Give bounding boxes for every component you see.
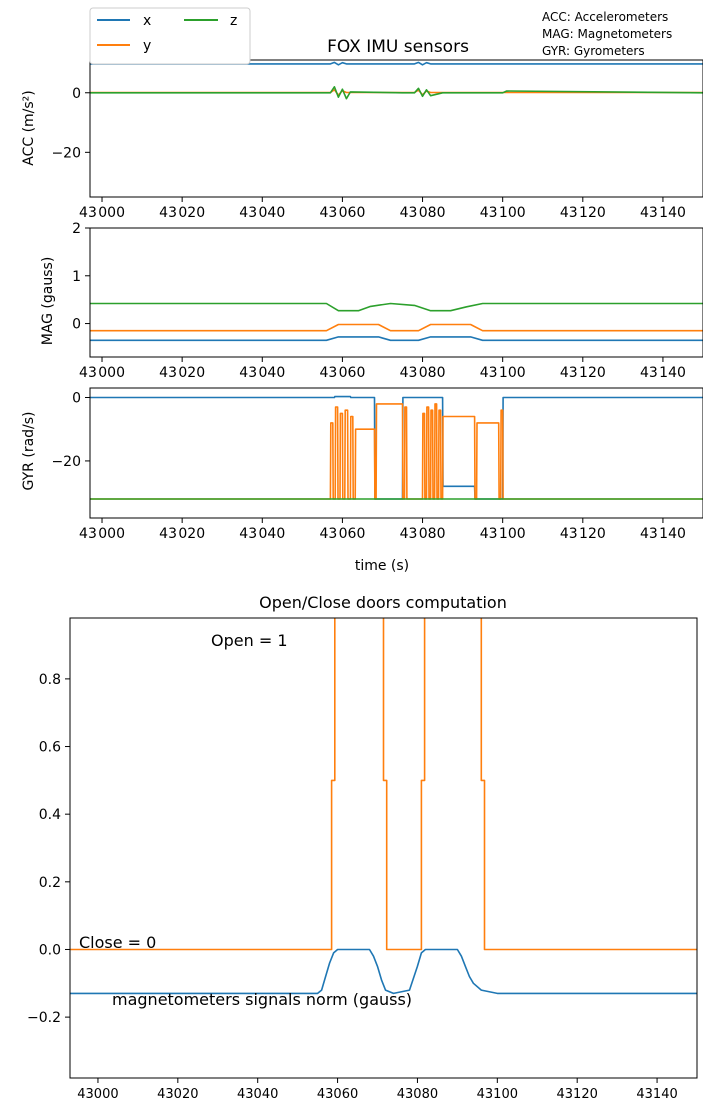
annotation-open: Open = 1 [211,631,288,650]
legend: x y z [89,7,251,65]
doors-xtick-label: 43040 [237,1087,278,1102]
legend-label-y: y [143,38,151,54]
gyr-xtick-label: 43 060 [319,526,365,542]
doors-xtick-label: 43000 [77,1087,118,1102]
mag-xtick-label: 43 060 [319,365,365,381]
acc-series-x [90,61,703,66]
gyr-series-y [90,403,703,500]
gyr-xtick-label: 43 080 [400,526,446,542]
mag-panel: 43 000 43 020 43 040 43 060 43 080 43 100 43 1… [72,221,703,381]
mag-xtick-label: 43 120 [560,365,606,381]
acc-xtick-label: 43 080 [400,205,446,221]
note-line-acc: ACC: Accelerometers [542,10,668,24]
doors-panel: 43000 43020 43040 43060 43080 43100 43120 43140… [27,617,698,1102]
acc-xtick-label: 43 120 [560,205,606,221]
doors-ytick-label: 0.8 [39,672,61,688]
gyr-xtick-label: 43 120 [560,526,606,542]
gyr-ytick-label: −20 [51,454,81,470]
acc-series-z [90,86,703,100]
gyr-xtick-label: 43 000 [79,526,125,542]
doors-series-mag-norm [70,948,697,995]
legend-frame [89,7,251,65]
doors-ytick-label: 0.0 [39,942,61,958]
mag-xtick-label: 43 020 [159,365,205,381]
mag-xtick-label: 43 080 [400,365,446,381]
mag-xtick-label: 43 000 [79,365,125,381]
gyr-panel: 43 000 43 020 43 040 43 060 43 080 43 100 43 1… [51,387,703,542]
mag-xtick-label: 43 100 [480,365,526,381]
doors-series-open/close [70,618,697,951]
acc-axes-frame [89,59,703,198]
annotation-mag-norm: magnetometers signals norm (gauss) [112,990,412,1009]
gyr-xtick-label: 43 020 [159,526,205,542]
doors-xtick-label: 43140 [636,1087,677,1102]
doors-xtick-label: 43120 [557,1087,598,1102]
gyr-ylabel: GYR (rad/s) [21,411,37,490]
annotation-close: Close = 0 [79,933,156,952]
doors-ytick-label: 0.2 [39,875,61,891]
doors-axes-frame [69,617,698,1079]
legend-label-z: z [230,13,237,29]
gyr-series-x [90,395,703,500]
doors-xtick-label: 43020 [157,1087,198,1102]
mag-ytick-label: 2 [72,221,81,237]
gyr-xtick-label: 43 140 [640,526,686,542]
gyr-xlabel: time (s) [355,558,409,574]
mag-series-z [90,302,703,312]
doors-xtick-label: 43060 [317,1087,358,1102]
note-line-mag: MAG: Magnetometers [542,27,672,41]
gyr-xtick-label: 43 040 [239,526,285,542]
gyr-series-group [90,395,703,500]
acc-xtick-label: 43 040 [239,205,285,221]
acc-ytick-label: −20 [51,145,81,161]
mag-ylabel: MAG (gauss) [40,257,56,346]
mag-ytick-label: 0 [72,317,81,333]
gyr-ytick-label: 0 [72,391,81,407]
mag-series-y [90,323,703,332]
doors-ytick-label: 0.4 [39,807,61,823]
acc-panel: 43 000 43 020 43 040 43 060 43 080 43 100 43 1… [51,59,703,221]
acc-xtick-label: 43 060 [319,205,365,221]
legend-label-x: x [143,13,151,29]
gyr-xtick-label: 43 100 [480,526,526,542]
acc-xtick-label: 43 000 [79,205,125,221]
mag-ytick-label: 1 [72,269,81,285]
mag-series-group [90,302,703,342]
doors-title: Open/Close doors computation [259,593,507,612]
acc-xtick-label: 43 020 [159,205,205,221]
acc-series-group [90,61,703,100]
acc-ylabel: ACC (m/s²) [21,90,37,166]
gyr-axes-frame [89,387,703,519]
imu-title: FOX IMU sensors [327,37,469,57]
sensor-abbreviation-note: ACC: Accelerometers MAG: Magnetometers G… [542,10,672,58]
note-line-gyr: GYR: Gyrometers [542,44,645,58]
mag-xtick-label: 43 140 [640,365,686,381]
mag-series-x [90,336,703,342]
doors-xtick-label: 43080 [397,1087,438,1102]
doors-ytick-label: −0.2 [27,1010,61,1026]
acc-ytick-label: 0 [72,86,81,102]
doors-series-group [70,618,697,995]
mag-xtick-label: 43 040 [239,365,285,381]
doors-xtick-label: 43100 [477,1087,518,1102]
acc-xtick-label: 43 140 [640,205,686,221]
acc-xtick-label: 43 100 [480,205,526,221]
doors-ytick-label: 0.6 [39,740,61,756]
mag-axes-frame [89,227,703,358]
